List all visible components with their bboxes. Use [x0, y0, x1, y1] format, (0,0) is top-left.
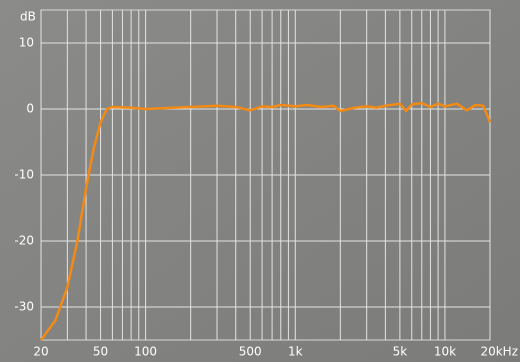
y-axis-label: dB	[20, 10, 36, 24]
x-tick-label: 1k	[288, 345, 303, 359]
x-tick-label: 50	[93, 345, 108, 359]
y-tick-label: 0	[26, 102, 34, 116]
y-tick-label: -20	[14, 234, 34, 248]
y-tick-label: 10	[19, 36, 34, 50]
y-tick-label: -30	[14, 300, 34, 314]
y-tick-label: -10	[14, 168, 34, 182]
x-tick-label: 5k	[393, 345, 408, 359]
x-tick-label: 20	[33, 345, 48, 359]
x-tick-label: 100	[134, 345, 157, 359]
x-tick-label: 500	[239, 345, 262, 359]
response-line	[39, 101, 492, 341]
x-tick-label: 10k	[434, 345, 456, 359]
x-tick-label: 20kHz	[480, 345, 518, 359]
